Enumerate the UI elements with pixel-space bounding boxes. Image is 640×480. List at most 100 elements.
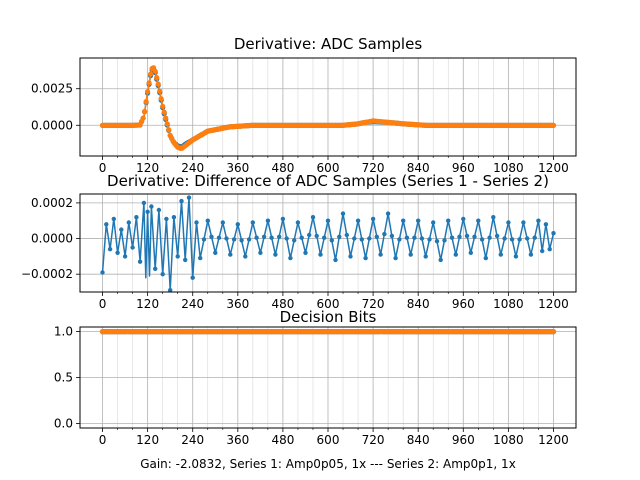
data-point [363, 255, 368, 261]
data-point [104, 222, 109, 227]
data-point [333, 257, 338, 263]
x-tick-label: 120 [136, 297, 159, 311]
x-tick-label: 840 [407, 297, 430, 311]
data-point [156, 207, 162, 213]
data-point [453, 252, 458, 257]
x-tick-label: 840 [407, 433, 430, 447]
data-point [243, 254, 248, 259]
data-point [269, 235, 274, 240]
data-point [273, 252, 278, 257]
data-point [239, 238, 244, 243]
data-point [540, 248, 545, 254]
data-point [164, 121, 170, 127]
x-tick-label: 600 [317, 297, 340, 311]
data-point [393, 255, 398, 261]
data-point [329, 238, 334, 243]
x-tick-label: 480 [271, 433, 294, 447]
data-point [318, 252, 323, 257]
data-point [160, 103, 166, 109]
x-tick-label: 480 [271, 161, 294, 175]
data-point [472, 234, 477, 239]
y-tick-label: −0.0002 [21, 267, 73, 281]
data-point [431, 220, 436, 225]
data-point [412, 235, 417, 240]
data-point [494, 233, 500, 239]
y-tick-label: 0.0000 [31, 118, 73, 132]
data-point [340, 211, 346, 216]
chart-title-adc: Derivative: ADC Samples [234, 35, 422, 53]
data-point [536, 218, 541, 223]
series-markers-2 [99, 65, 557, 151]
data-point [367, 236, 372, 241]
data-point [401, 218, 406, 223]
data-point [303, 250, 308, 255]
data-point [543, 222, 549, 227]
data-point [551, 231, 556, 236]
data-point [171, 215, 177, 220]
x-tick-label: 480 [271, 297, 294, 311]
data-point [194, 220, 199, 225]
data-point [143, 99, 149, 105]
data-point [468, 250, 473, 255]
x-tick-label: 1080 [493, 161, 524, 175]
data-point [160, 272, 165, 277]
data-point [280, 216, 286, 222]
data-point [220, 220, 225, 225]
data-point [461, 216, 466, 222]
x-tick-label: 120 [136, 433, 159, 447]
data-point [506, 220, 511, 225]
data-point [513, 254, 519, 259]
y-tick-label: 0.0000 [31, 232, 73, 246]
data-point [419, 236, 425, 241]
data-point [525, 236, 530, 241]
data-point [163, 115, 169, 121]
data-point [314, 233, 319, 239]
data-point [288, 255, 293, 261]
data-point [179, 198, 184, 204]
data-point [115, 250, 120, 255]
data-point [146, 80, 152, 86]
x-tick-label: 1080 [493, 433, 524, 447]
data-point [449, 235, 455, 240]
x-tick-label: 360 [226, 161, 249, 175]
data-point [158, 96, 164, 102]
data-point [122, 254, 128, 259]
data-point [457, 234, 462, 239]
data-point [476, 218, 481, 223]
x-tick-label: 960 [452, 297, 475, 311]
data-point [446, 218, 451, 223]
data-point [464, 233, 470, 239]
data-point [175, 254, 180, 259]
data-point [213, 250, 218, 255]
data-point [231, 237, 237, 242]
y-tick-label: 1.0 [54, 325, 73, 339]
data-point [370, 216, 376, 222]
data-point [119, 227, 124, 232]
x-tick-label: 0 [99, 433, 107, 447]
series-markers-1 [100, 195, 556, 293]
data-point [532, 235, 537, 240]
data-point [201, 237, 207, 242]
data-point [205, 218, 210, 223]
data-point [198, 255, 203, 261]
x-tick-label: 1200 [538, 161, 569, 175]
data-point [130, 245, 135, 250]
data-point [107, 247, 113, 252]
data-point [521, 220, 526, 225]
data-point [355, 218, 361, 223]
data-point [550, 329, 557, 335]
chart-title-diff: Derivative: Difference of ADC Samples (S… [107, 172, 549, 190]
x-tick-label: 1200 [538, 297, 569, 311]
data-point [487, 235, 492, 240]
data-point [284, 236, 289, 241]
data-point [337, 234, 342, 239]
x-tick-label: 720 [362, 161, 385, 175]
x-tick-label: 360 [226, 297, 249, 311]
panel-adc-difference: Derivative: Difference of ADC Samples (S… [21, 172, 577, 311]
y-tick-label: 0.0002 [31, 196, 73, 210]
data-point [442, 238, 447, 243]
data-point [148, 71, 154, 77]
x-tick-label: 840 [407, 161, 430, 175]
data-point [186, 195, 192, 200]
